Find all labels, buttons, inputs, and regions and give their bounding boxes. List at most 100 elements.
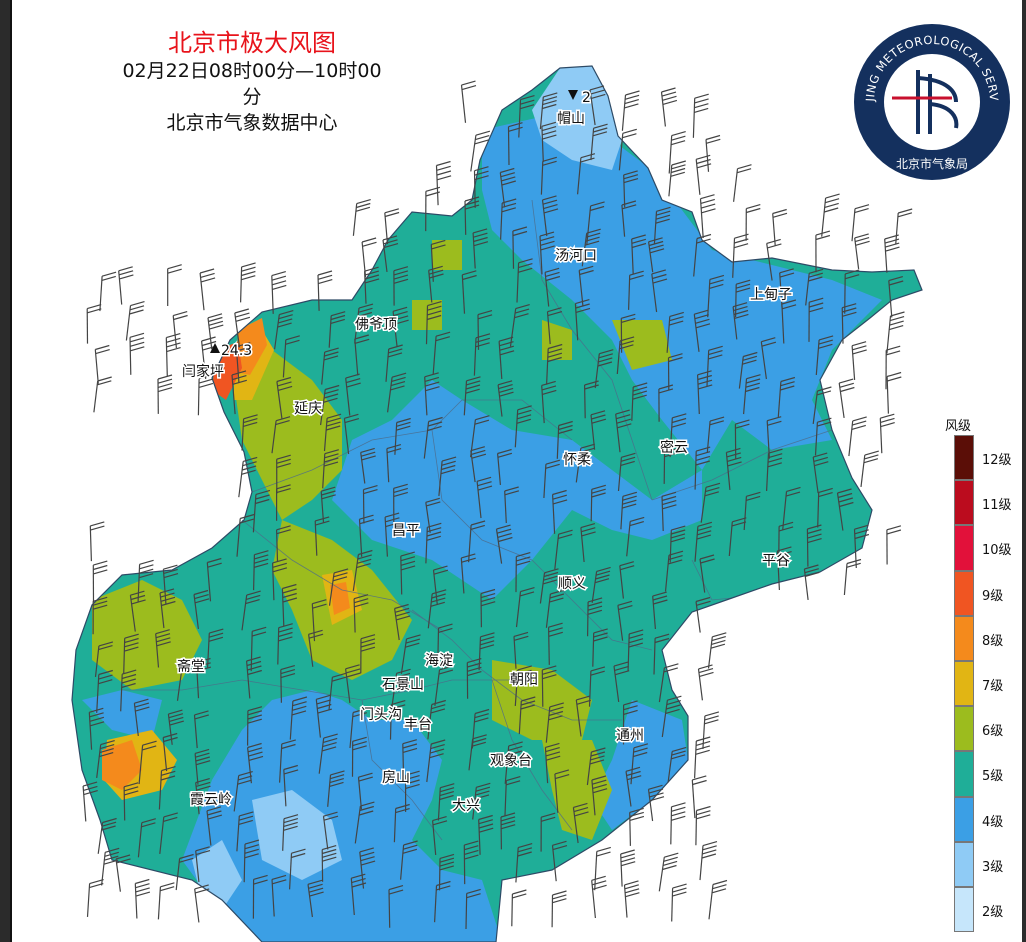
wind-level-legend: 风级 12级 11级 10级 9级 8级 7级 6级 5级 4级 3级 2级 [940, 415, 1020, 933]
wind-barb-icon [743, 374, 761, 415]
wind-barb-icon [158, 766, 176, 810]
wind-barb-icon [167, 264, 182, 306]
wind-barb-icon [812, 386, 832, 424]
wind-barb-icon [199, 268, 216, 311]
wind-barb-icon [667, 353, 683, 390]
wind-barb-icon [766, 448, 783, 492]
wind-barb-icon [590, 484, 606, 522]
wind-barb-icon [572, 802, 589, 844]
wind-barb-icon [647, 784, 665, 822]
wind-barb-icon [545, 702, 564, 743]
wind-barb-icon [586, 201, 605, 245]
wind-barb-icon [425, 497, 441, 533]
wind-barb-icon [311, 599, 327, 642]
wind-barb-icon [860, 450, 879, 487]
legend-swatch [954, 886, 974, 933]
wind-barb-icon [620, 313, 636, 353]
wind-barb-icon [808, 297, 824, 342]
wind-barb-icon [231, 370, 247, 415]
wind-barb-icon [129, 590, 146, 632]
wind-barb-icon [760, 337, 777, 380]
wind-barb-icon [384, 512, 400, 557]
wind-barb-icon [123, 782, 139, 821]
wind-barb-icon [694, 521, 713, 562]
wind-barb-icon [351, 736, 367, 777]
wind-barb-icon [707, 632, 727, 669]
wind-barb-icon [393, 483, 408, 523]
wind-barb-icon [359, 847, 376, 889]
wind-barb-icon [157, 374, 173, 414]
wind-barb-icon [664, 550, 684, 592]
wind-barb-icon [165, 333, 181, 377]
wind-barb-icon [851, 204, 870, 242]
legend-label: 9级 [982, 588, 1004, 604]
wind-barb-icon [277, 623, 293, 665]
wind-barb-icon [405, 770, 420, 812]
wind-barb-icon [236, 513, 255, 557]
wind-barb-icon [464, 196, 480, 235]
wind-barb-icon [884, 234, 900, 273]
level6-region-yanqing [232, 350, 342, 520]
wind-barb-icon [354, 801, 375, 844]
wind-barb-icon [271, 874, 287, 917]
legend-swatch [954, 796, 974, 842]
wind-barb-icon [888, 276, 904, 318]
wind-barb-icon [322, 449, 339, 489]
wind-barb-icon [120, 669, 137, 712]
wind-barb-icon [424, 372, 440, 416]
wind-barb-icon [500, 812, 516, 850]
wind-barb-icon [323, 413, 342, 452]
wind-barb-icon [541, 195, 559, 237]
legend-item: 5级 [940, 751, 1020, 797]
legend-label: 12级 [982, 453, 1012, 468]
wind-barb-icon [472, 782, 491, 820]
wind-barb-icon [848, 416, 867, 457]
wind-barb-icon [623, 170, 639, 208]
wind-barb-icon [162, 732, 178, 772]
place-daxing: 大兴 [452, 798, 480, 814]
wind-barb-icon [499, 167, 516, 208]
wind-barb-icon [386, 444, 402, 483]
wind-barb-icon [478, 632, 495, 671]
wind-barb-icon [591, 875, 607, 919]
wind-barb-icon [283, 764, 299, 807]
place-fangshan: 房山 [382, 770, 410, 786]
wind-barb-icon [766, 238, 782, 281]
wind-barb-icon [781, 299, 797, 344]
wind-barb-icon [613, 661, 630, 702]
wind-barb-icon [468, 734, 487, 771]
wind-barb-icon [400, 551, 416, 595]
legend-swatch [954, 570, 974, 616]
wind-barb-icon [96, 740, 115, 778]
wind-barb-icon [241, 590, 261, 631]
wind-barb-icon [507, 122, 523, 166]
wind-barb-icon [349, 707, 368, 749]
wind-barb-icon [206, 557, 222, 602]
wind-barb-icon [437, 623, 453, 665]
wind-barb-icon [541, 121, 557, 162]
legend-item: 2级 [940, 886, 1020, 933]
wind-barb-icon [544, 742, 561, 784]
wind-barb-icon [86, 879, 104, 917]
wind-barb-icon [743, 491, 761, 531]
weather-flag-emblem-icon [892, 70, 959, 134]
wind-barb-icon [693, 309, 711, 352]
wind-barb-icon [206, 806, 223, 846]
wind-barb-icon [879, 413, 895, 454]
legend-swatch [954, 706, 974, 752]
wind-barb-icon [575, 695, 591, 737]
wind-barb-icon [653, 206, 671, 245]
wind-barb-icon [430, 239, 446, 282]
wind-barb-icon [617, 452, 636, 492]
wind-barb-icon [620, 491, 638, 530]
map-frame: 2 帽山 24.3 闫家坪 汤河口 上甸子 佛爷顶 延庆 怀柔 密云 昌平 平谷… [10, 0, 1022, 942]
wind-barb-icon [233, 771, 253, 812]
wind-barb-icon [389, 700, 406, 740]
wind-barb-icon [548, 622, 563, 665]
place-tongzhou: 通州 [616, 728, 644, 744]
wind-barb-icon [658, 663, 679, 703]
wind-barb-icon [854, 233, 870, 269]
wind-barb-icon [234, 308, 251, 348]
wind-barb-icon [477, 310, 493, 350]
wind-barb-icon [623, 880, 640, 918]
